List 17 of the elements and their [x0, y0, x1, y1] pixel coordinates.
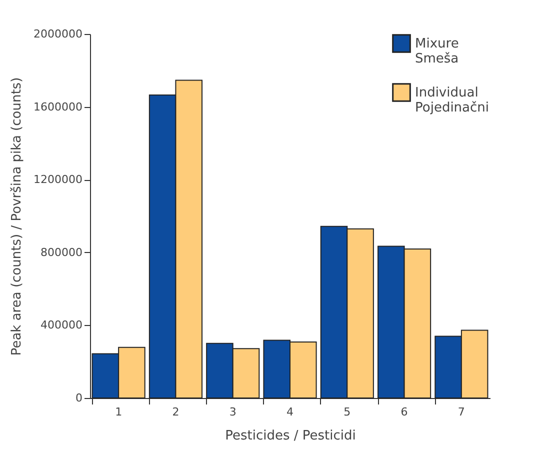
x-axis-title: Pesticides / Pesticidi	[225, 428, 356, 444]
y-tick-label: 0	[76, 392, 82, 404]
y-tick-label: 400000	[40, 318, 82, 332]
legend-label: Individual Pojedinačni	[415, 86, 490, 116]
x-tick-label: 2	[172, 406, 180, 418]
y-axis-title: Peak area (counts) / Površina pika (counts)	[10, 77, 25, 356]
y-tick-label: 800000	[40, 246, 82, 259]
x-tick-label: 4	[286, 406, 294, 418]
x-tick-label: 5	[344, 406, 351, 418]
y-tick-label: 1600000	[34, 100, 82, 114]
y-tick-label: 2000000	[34, 28, 82, 40]
x-tick-label: 3	[229, 406, 236, 418]
y-tick-label: 1200000	[34, 173, 82, 186]
x-tick-label: 1	[115, 406, 122, 418]
x-tick-label: 7	[458, 406, 465, 418]
x-tick-label: 6	[400, 406, 408, 418]
legend-label: Mixure Smeša	[415, 36, 459, 66]
